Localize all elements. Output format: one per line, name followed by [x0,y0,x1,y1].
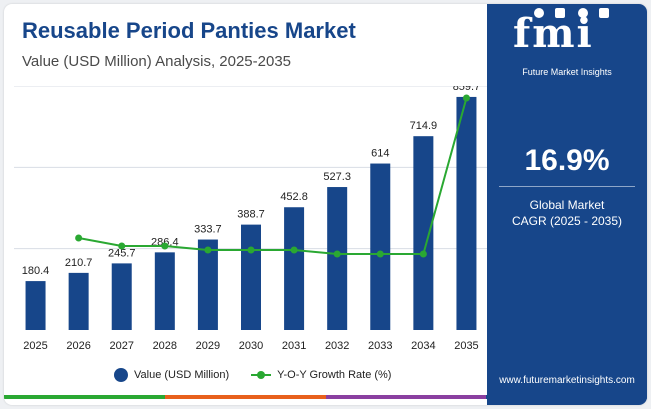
growth-point [204,246,212,254]
growth-point [419,250,427,258]
bottom-bar-segment [325,395,487,399]
bar [154,252,175,330]
cagr-value: 16.9% [524,144,610,177]
page-subtitle: Value (USD Million) Analysis, 2025-2035 [22,53,292,70]
bottom-bar-segment [164,395,326,399]
bar [456,96,477,330]
x-tick-label: 2034 [411,340,435,352]
bottom-bar-segment [4,395,165,399]
bar-value-label: 333.7 [194,224,222,236]
growth-point [118,242,126,250]
x-tick-label: 2027 [109,340,133,352]
legend-bar-swatch [114,368,128,382]
bar-value-label: 527.3 [323,171,351,183]
growth-point [247,246,255,254]
bar [25,281,46,330]
bar-value-label: 614 [371,148,389,160]
legend-item-growth: Y-O-Y Growth Rate (%) [251,368,391,382]
growth-point [290,246,298,254]
sidebar-divider [499,186,635,187]
x-tick-label: 2035 [454,340,478,352]
chart-legend: Value (USD Million) Y-O-Y Growth Rate (%… [114,365,391,385]
cagr-label-line2: CAGR (2025 - 2035) [511,214,623,228]
growth-line [78,97,468,255]
growth-point [75,234,83,242]
bar [284,207,305,330]
x-tick-label: 2025 [23,340,47,352]
legend-label-value: Value (USD Million) [134,369,230,381]
cagr-label-line1: Global Market [529,198,605,212]
bar [327,187,348,330]
x-tick-label: 2032 [325,340,349,352]
bar-value-label: 452.8 [280,191,308,203]
sidebar-panel: fmi Future Market Insights 16.9% Global … [487,4,647,405]
bar [370,163,391,330]
x-tick-label: 2028 [153,340,177,352]
bar [111,263,132,330]
growth-point [333,250,341,258]
x-tick-label: 2030 [239,340,263,352]
x-tick-label: 2031 [282,340,306,352]
logo-icons [534,8,609,18]
chart-card: Reusable Period Panties Market Value (US… [4,4,647,405]
website-link[interactable]: www.futuremarketinsights.com [499,375,635,386]
bottom-bar-segment [486,395,647,399]
bar-value-label: 714.9 [410,120,438,132]
legend-item-value: Value (USD Million) [114,368,229,382]
bar-value-label: 210.7 [65,257,93,269]
bar [241,224,261,330]
bar [68,272,89,330]
chart-area: 180.4 2025 210.7 2026 245.7 2027 286.4 2028 333.… [14,86,488,358]
bar-value-label: 245.7 [108,247,136,259]
bar [197,239,218,330]
page-title: Reusable Period Panties Market [22,18,356,43]
brand-name: Future Market Insights [522,67,612,77]
bar-line-chart: 180.42025210.72026245.72027286.42028333.… [14,86,488,352]
bar [413,136,434,330]
brand-logo: fmi [513,10,594,57]
bar-value-label: 388.7 [237,209,265,221]
legend-label-growth: Y-O-Y Growth Rate (%) [277,369,392,381]
growth-point [376,250,384,258]
x-tick-label: 2033 [368,340,392,352]
growth-point [161,242,169,250]
x-tick-label: 2026 [66,340,90,352]
growth-point [462,94,470,102]
legend-line-swatch [251,368,272,382]
bar-value-label: 859.7 [453,86,481,93]
x-tick-label: 2029 [196,340,220,352]
bar-value-label: 180.4 [22,265,50,277]
bottom-color-bar [4,395,647,399]
